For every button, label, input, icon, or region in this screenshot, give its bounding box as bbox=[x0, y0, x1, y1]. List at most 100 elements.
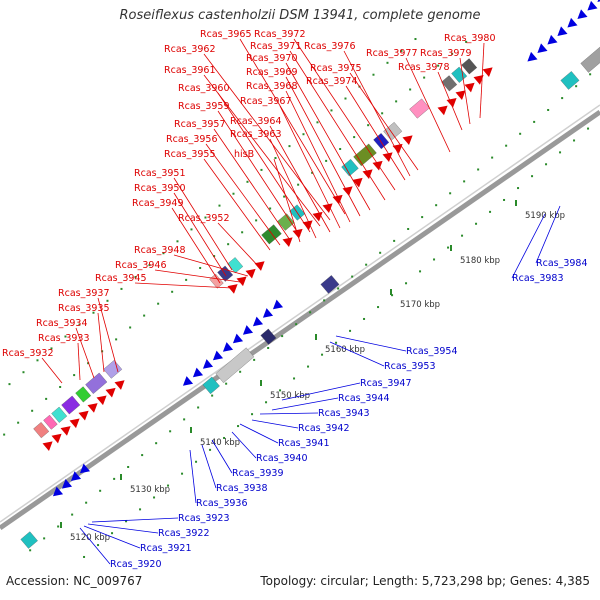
gene-arrow bbox=[182, 376, 194, 386]
forward-blocks-b bbox=[209, 257, 244, 289]
guide-dot bbox=[269, 207, 272, 210]
gene-arrow bbox=[254, 261, 265, 271]
label-leader bbox=[285, 62, 371, 211]
gene-arrow bbox=[242, 325, 254, 335]
gene-arrow bbox=[272, 299, 284, 310]
gene-block bbox=[373, 133, 390, 150]
gene-arrow bbox=[52, 486, 64, 497]
guide-dot bbox=[241, 231, 244, 234]
gene-arrow bbox=[437, 105, 448, 116]
guide-dot bbox=[113, 477, 116, 480]
guide-dot bbox=[31, 409, 34, 412]
gene-arrow bbox=[87, 403, 98, 413]
gene-arrow bbox=[464, 82, 475, 93]
outer-guide-lower bbox=[83, 127, 590, 558]
guide-dot bbox=[199, 266, 202, 269]
guide-dot bbox=[139, 508, 142, 511]
tick-mark bbox=[260, 380, 262, 386]
tick-label: 5120 kbp bbox=[70, 533, 110, 543]
gene-label-Rcas_3971: Rcas_3971 bbox=[250, 41, 302, 52]
guide-dot bbox=[393, 239, 396, 242]
label-leader bbox=[217, 222, 261, 269]
guide-dot bbox=[115, 338, 118, 341]
guide-dot bbox=[372, 73, 375, 76]
guide-dot bbox=[288, 145, 291, 148]
guide-dot bbox=[531, 175, 534, 178]
gene-arrow bbox=[473, 75, 484, 85]
guide-dot bbox=[59, 385, 62, 388]
guide-dot bbox=[379, 251, 382, 254]
guide-dot bbox=[400, 49, 403, 52]
guide-dot bbox=[265, 401, 268, 404]
guide-dot bbox=[559, 151, 562, 154]
label-leader bbox=[173, 254, 249, 277]
guide-dot bbox=[297, 183, 300, 186]
guide-dot bbox=[587, 127, 590, 130]
gene-arrow bbox=[362, 169, 373, 180]
gene-label-Rcas_3962: Rcas_3962 bbox=[164, 44, 216, 55]
gene-label-Rcas_3960: Rcas_3960 bbox=[178, 83, 230, 94]
guide-dot bbox=[381, 112, 384, 115]
gene-arrow bbox=[352, 177, 363, 188]
backbone-line bbox=[0, 109, 600, 531]
label-leader bbox=[459, 57, 471, 125]
guide-dot bbox=[71, 513, 74, 516]
gene-arrow bbox=[192, 367, 204, 378]
gene-arrow bbox=[78, 410, 89, 421]
accession-label: Accession: NC_009767 bbox=[6, 574, 143, 588]
guide-dot bbox=[92, 311, 95, 314]
guide-dot bbox=[223, 436, 226, 439]
guide-dot bbox=[435, 204, 438, 207]
gene-block bbox=[103, 359, 123, 379]
gene-label-Rcas_3967: Rcas_3967 bbox=[240, 96, 292, 107]
guide-dot bbox=[225, 382, 228, 385]
gene-block bbox=[43, 414, 58, 430]
gene-arrow bbox=[262, 308, 274, 318]
guide-dot bbox=[176, 240, 179, 243]
reverse-arrows-c bbox=[527, 0, 600, 62]
label-leader bbox=[134, 282, 233, 289]
guide-dot bbox=[45, 397, 48, 400]
label-leader bbox=[239, 38, 346, 215]
label-leader bbox=[211, 439, 233, 474]
label-leader bbox=[405, 57, 451, 153]
guide-dot bbox=[251, 413, 254, 416]
label-leader bbox=[87, 523, 159, 534]
guide-dot bbox=[337, 287, 340, 290]
label-leader bbox=[189, 449, 197, 504]
gene-arrow bbox=[252, 316, 264, 327]
gene-label-Rcas_3976: Rcas_3976 bbox=[304, 41, 356, 52]
guide-dot bbox=[316, 121, 319, 124]
tick-label: 5170 kbp bbox=[400, 300, 440, 310]
guide-dot bbox=[519, 132, 522, 135]
gene-arrow bbox=[482, 67, 493, 78]
guide-dot bbox=[246, 180, 249, 183]
gene-label-Rcas_3979: Rcas_3979 bbox=[420, 48, 472, 59]
label-leader bbox=[173, 177, 233, 271]
guide-dot bbox=[8, 383, 11, 386]
reverse-arrows-b bbox=[182, 299, 284, 386]
forward-blocks-c bbox=[261, 98, 430, 245]
gene-label-Rcas_3957: Rcas_3957 bbox=[174, 119, 226, 130]
gene-label-Rcas_3954: Rcas_3954 bbox=[406, 346, 458, 357]
guide-dot bbox=[253, 358, 256, 361]
tick-label: 5130 kbp bbox=[130, 485, 170, 495]
guide-dot bbox=[29, 549, 32, 552]
gene-arrow bbox=[227, 284, 238, 294]
guide-dot bbox=[43, 537, 46, 540]
guide-dot bbox=[433, 258, 436, 261]
guide-dot bbox=[414, 38, 417, 41]
gene-label-Rcas_3956: Rcas_3956 bbox=[166, 134, 218, 145]
guide-dot bbox=[167, 484, 170, 487]
label-leader bbox=[285, 76, 361, 217]
guide-dot bbox=[421, 216, 424, 219]
guide-dot bbox=[321, 353, 324, 356]
tick-mark bbox=[60, 522, 62, 528]
gene-arrow bbox=[587, 0, 598, 11]
gene-block bbox=[202, 376, 220, 395]
guide-dot bbox=[295, 323, 298, 326]
gene-arrow bbox=[547, 34, 558, 45]
guide-dot bbox=[465, 40, 468, 43]
gene-label-Rcas_3953: Rcas_3953 bbox=[384, 361, 436, 372]
guide-dot bbox=[232, 192, 235, 195]
